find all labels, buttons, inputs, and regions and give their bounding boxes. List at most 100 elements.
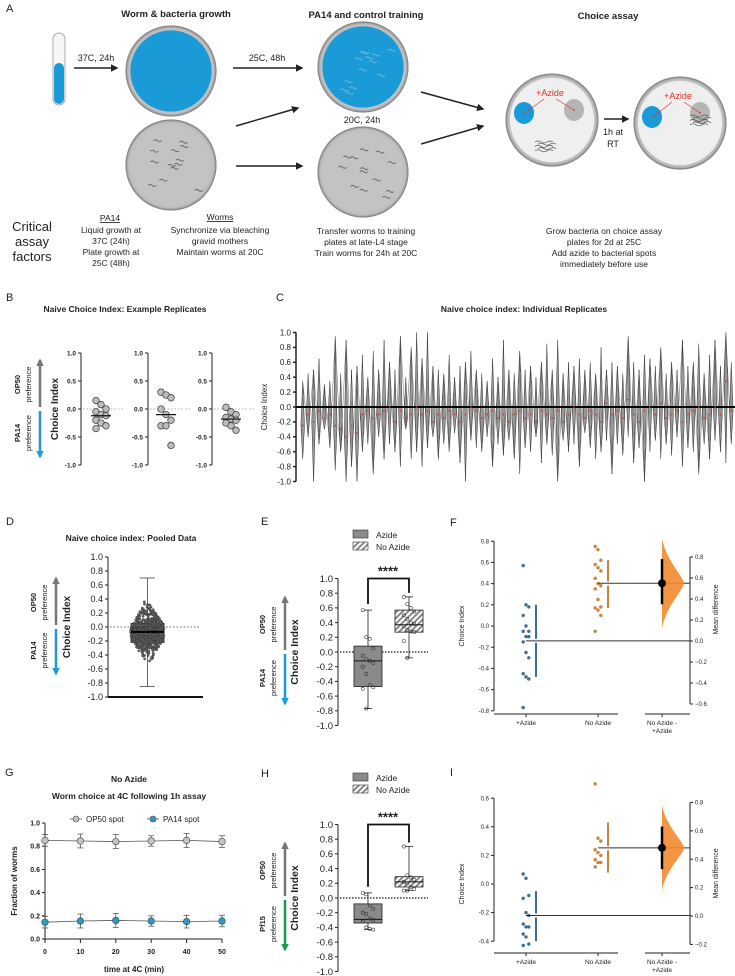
- worm-icon: [147, 184, 157, 187]
- worm-icon: [167, 163, 177, 167]
- data-point: [367, 683, 372, 687]
- data-point: [367, 916, 372, 921]
- violin: [696, 343, 701, 475]
- median-point: [323, 417, 326, 420]
- median-point: [518, 409, 521, 412]
- data-point: [367, 636, 372, 641]
- data-point: [148, 617, 152, 621]
- data-point: [599, 853, 603, 858]
- median-point: [464, 413, 467, 416]
- violin: [669, 362, 674, 456]
- data-point: [405, 881, 410, 886]
- data-point: [153, 617, 157, 620]
- y-tick-label: 0.6: [695, 576, 704, 582]
- data-point: [92, 396, 100, 405]
- worm-icon: [387, 48, 396, 52]
- median-point: [432, 421, 434, 423]
- panel-label-b: B: [6, 292, 13, 304]
- pa14-factor: Plate growth at: [83, 247, 140, 257]
- violin: [447, 354, 452, 452]
- y-tick-label: -0.8: [479, 709, 490, 715]
- data-point: [137, 649, 141, 653]
- worm-icon: [534, 140, 554, 144]
- violin: [664, 373, 669, 445]
- preference-label: preference: [40, 585, 49, 621]
- worm-icon: [170, 166, 179, 170]
- data-point: [521, 705, 525, 710]
- median-point: [638, 421, 640, 423]
- preference-label: preference: [24, 415, 33, 451]
- y-tick-label: 0.0: [320, 647, 333, 658]
- median-point: [497, 417, 499, 420]
- significance-stars: ****: [378, 810, 399, 825]
- median-point: [643, 409, 646, 412]
- critical-factors-title: Critical: [12, 219, 52, 234]
- legend-marker: [149, 815, 157, 823]
- pa14-factor: Liquid growth at: [81, 225, 142, 235]
- y-tick-label: 0.8: [90, 566, 103, 576]
- violin: [300, 380, 305, 460]
- y-tick-label: 0.4: [481, 582, 490, 588]
- median-point: [578, 413, 581, 416]
- data-point: [360, 686, 365, 691]
- worm-icon: [343, 155, 352, 159]
- worms-factor: Synchronize via bleaching: [171, 225, 270, 235]
- data-point: [151, 618, 154, 622]
- choice-plate-agar: [510, 78, 594, 162]
- y-tick-label: -1.0: [317, 967, 333, 976]
- y-tick-label: -1.0: [65, 462, 77, 469]
- data-point: [527, 893, 531, 898]
- azide-pointer: [683, 101, 701, 114]
- data-point: [360, 910, 365, 915]
- data-point: [183, 917, 191, 926]
- chart-title: Naive choice index: Individual Replicate…: [441, 304, 608, 314]
- data-point: [227, 422, 235, 430]
- median-point: [356, 432, 358, 434]
- median-point: [421, 413, 423, 416]
- violin: [420, 358, 425, 467]
- data-point: [147, 837, 155, 845]
- data-point: [599, 613, 603, 618]
- data-point: [593, 576, 597, 580]
- y-tick-label: -0.4: [479, 939, 490, 945]
- pa14-spot: [642, 106, 662, 128]
- violin: [680, 339, 685, 467]
- y-tick-label: 0.2: [280, 388, 292, 397]
- panel-label: E: [261, 516, 268, 528]
- preference-label: preference: [24, 367, 33, 403]
- y-tick-label: 1.0: [134, 350, 143, 357]
- median-point: [404, 417, 407, 420]
- median-point: [448, 409, 451, 412]
- y-tick-label: 0.6: [280, 358, 292, 367]
- violin: [452, 377, 457, 434]
- pa14-spot: [514, 102, 534, 124]
- y-tick-label: 0.2: [320, 633, 333, 644]
- data-point: [367, 926, 372, 931]
- median-point: [535, 421, 537, 423]
- y-tick-label: 0.6: [90, 580, 103, 590]
- data-point: [158, 638, 162, 641]
- azide-pointer: [555, 98, 575, 111]
- data-point: [401, 888, 406, 893]
- legend-label: OP50 spot: [86, 815, 125, 824]
- choice-factor: immediately before use: [560, 259, 648, 269]
- violin: [702, 373, 707, 445]
- median-point: [583, 417, 586, 420]
- y-tick-label: 0.8: [280, 343, 292, 352]
- y-tick-label: 1.0: [30, 820, 40, 827]
- y-tick-label: 0.8: [320, 835, 333, 846]
- worm-icon: [359, 188, 369, 192]
- azide-label: +Azide: [536, 88, 564, 98]
- worm-icon: [534, 145, 554, 148]
- median-point: [719, 413, 722, 416]
- violin: [637, 369, 642, 448]
- data-point: [167, 394, 175, 402]
- data-point: [144, 635, 148, 639]
- median-point: [540, 409, 543, 412]
- azide-label: +Azide: [664, 91, 692, 101]
- data-point: [527, 629, 531, 633]
- data-point: [150, 626, 153, 630]
- training-factor: plates at late-L4 stage: [324, 237, 408, 247]
- y-tick-label: 0.8: [695, 801, 704, 807]
